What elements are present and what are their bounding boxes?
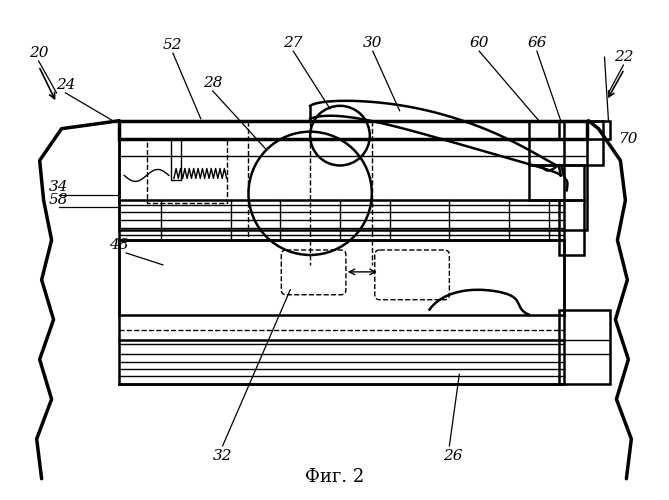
Bar — [119, 240, 564, 314]
Text: 66: 66 — [527, 36, 547, 50]
Text: 28: 28 — [203, 76, 222, 90]
Text: 24: 24 — [56, 78, 75, 92]
Text: 32: 32 — [213, 449, 232, 463]
Bar — [559, 120, 610, 138]
Text: 48: 48 — [110, 238, 129, 252]
Text: 30: 30 — [363, 36, 383, 50]
Bar — [529, 120, 603, 166]
Text: 26: 26 — [443, 449, 462, 463]
Text: 34: 34 — [49, 180, 68, 194]
Bar — [119, 120, 587, 230]
Bar — [559, 200, 583, 255]
Bar — [119, 120, 564, 384]
Bar — [529, 166, 583, 200]
Text: 22: 22 — [613, 50, 633, 64]
Text: 20: 20 — [29, 46, 48, 60]
Text: 27: 27 — [284, 36, 303, 50]
Bar — [119, 120, 587, 138]
Text: Фиг. 2: Фиг. 2 — [305, 468, 364, 485]
Text: 52: 52 — [163, 38, 183, 52]
Bar — [147, 138, 227, 203]
Text: 70: 70 — [619, 132, 638, 145]
Bar — [559, 310, 610, 384]
Text: 58: 58 — [49, 194, 68, 207]
Text: 60: 60 — [470, 36, 489, 50]
